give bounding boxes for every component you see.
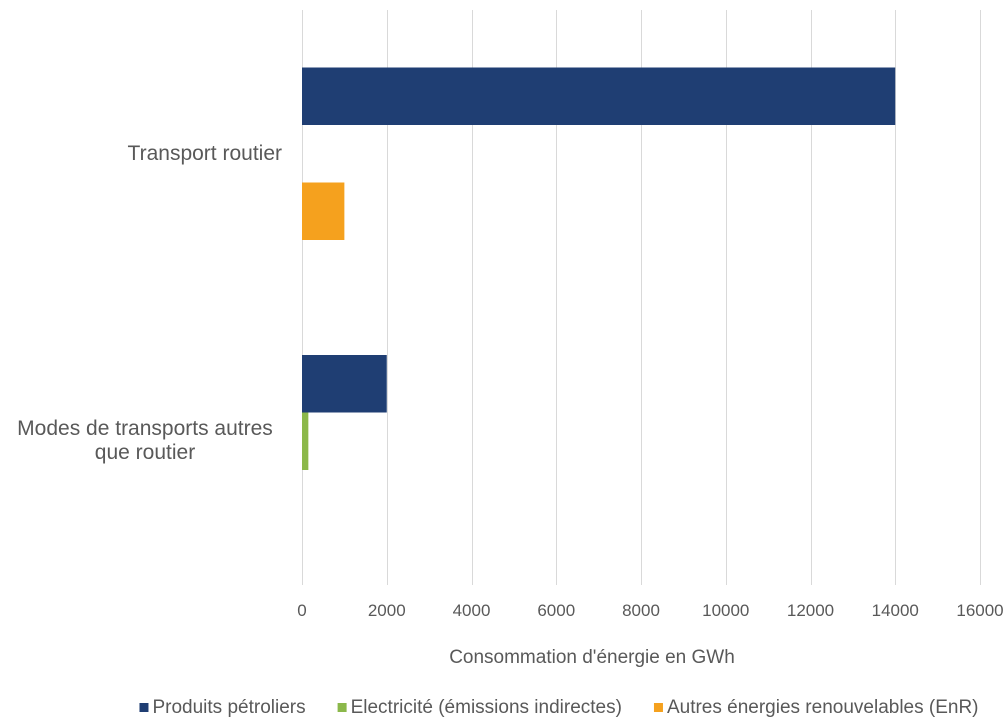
x-tick-label: 16000 — [956, 601, 1003, 620]
legend-swatch — [139, 703, 149, 712]
x-tick-label: 4000 — [453, 601, 491, 620]
x-tick-label: 14000 — [872, 601, 919, 620]
legend-swatch — [337, 703, 347, 712]
x-tick-label: 6000 — [537, 601, 575, 620]
x-tick-label: 12000 — [787, 601, 834, 620]
category-label-modes-de-transports-autres-que-routier: Modes de transports autres que routier — [17, 417, 273, 465]
legend-item-electricite-emissions-indirectes: Electricité (émissions indirectes) — [337, 697, 622, 718]
x-tick-label: 8000 — [622, 601, 660, 620]
legend-label: Electricité (émissions indirectes) — [351, 697, 622, 718]
x-tick-label: 2000 — [368, 601, 406, 620]
bar-produits-petroliers — [302, 67, 896, 125]
x-tick-label: 0 — [297, 601, 306, 620]
x-tick-labels: 0 2000 4000 6000 8000 10000 12000 14000 16000 — [297, 601, 1003, 620]
legend-label: Autres énergies renouvelables (EnR) — [667, 697, 979, 718]
legend-label: Produits pétroliers — [152, 697, 305, 718]
bar-electricite-emissions-indirectes — [302, 412, 309, 470]
category-label-row: Modes de transports autres que routier — [0, 298, 282, 586]
legend-item-autres-energies-renouvelables-enr: Autres énergies renouvelables (EnR) — [653, 697, 979, 718]
legend-swatch — [653, 703, 663, 712]
category-label-row: Transport routier — [0, 10, 282, 298]
legend-item-produits-petroliers: Produits pétroliers — [139, 697, 306, 718]
legend: Produits pétroliers Electricité (émission… — [139, 697, 979, 718]
x-tick-label: 10000 — [702, 601, 749, 620]
bar-autres-energies-renouvelables-enr — [302, 182, 345, 240]
bars — [302, 67, 896, 470]
x-axis-title: Consommation d'énergie en GWh — [449, 647, 735, 668]
category-label-transport-routier: Transport routier — [127, 141, 282, 165]
bar-produits-petroliers — [302, 355, 387, 413]
